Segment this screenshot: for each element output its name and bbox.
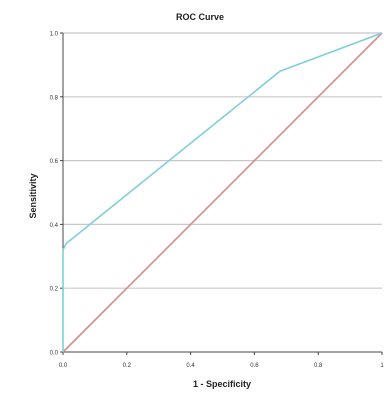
x-tick-label: 0.8 [314,363,323,369]
x-tick-labels: 0.0 0.2 0.4 0.6 0.8 1 [59,352,384,369]
series-lines [62,32,383,353]
x-tick-label: 0.2 [123,363,132,369]
grid-lines [63,32,382,289]
y-tick-label: 0.6 [50,159,59,165]
x-tick-label: 0.4 [186,363,195,369]
y-tick-label: 0.0 [50,351,59,357]
y-tick-label: 0.2 [50,287,59,293]
y-axis-label: Sensitivity [28,173,38,218]
x-axis-label: 1 - Specificity [193,379,251,389]
x-tick-label: 1 [380,363,384,369]
y-tick-label: 1.0 [50,32,59,38]
y-tick-label: 0.8 [50,95,59,101]
reference-diagonal-line [62,32,383,353]
y-tick-labels: 0.0 0.2 0.4 0.6 0.8 1.0 [50,32,63,357]
chart-title: ROC Curve [176,12,224,22]
x-tick-label: 0.0 [59,363,68,369]
x-tick-label: 0.6 [250,363,259,369]
y-tick-label: 0.4 [50,223,59,229]
roc-curve-line [62,32,383,352]
